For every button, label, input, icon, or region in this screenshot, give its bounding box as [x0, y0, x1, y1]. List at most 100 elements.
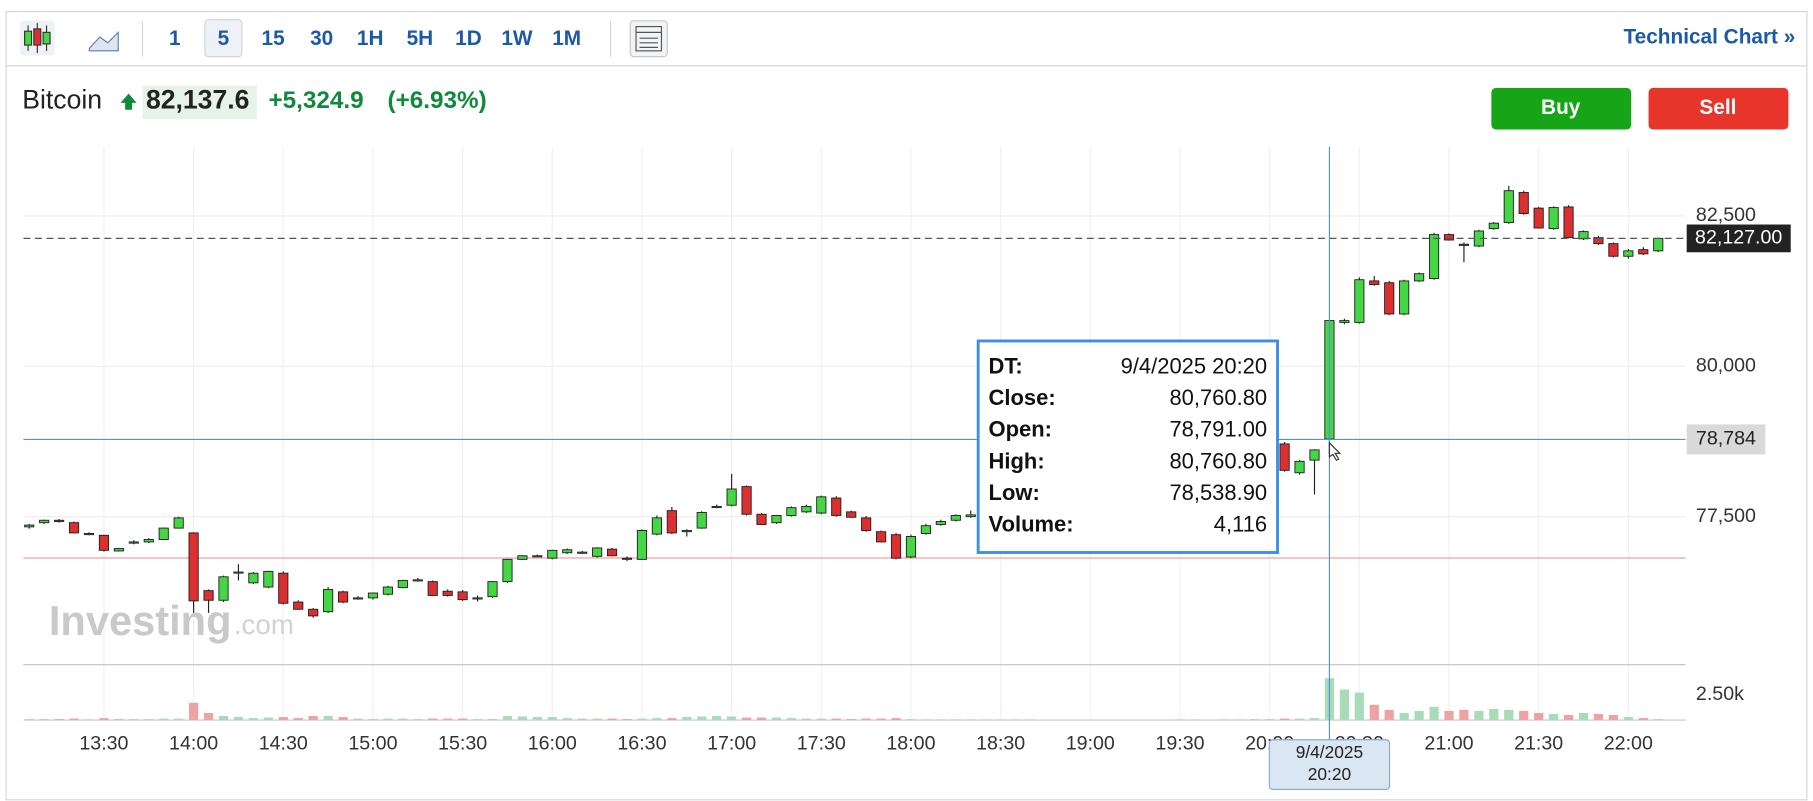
- volume-bar: [1638, 718, 1648, 721]
- volume-bar: [861, 718, 871, 721]
- buy-button[interactable]: Buy: [1491, 87, 1632, 130]
- volume-bar: [39, 718, 49, 721]
- candle-icon[interactable]: [19, 20, 55, 56]
- candle-body: [1339, 320, 1350, 323]
- volume-bar: [771, 717, 782, 721]
- volume-bar: [1548, 713, 1559, 721]
- candle-body: [457, 591, 468, 601]
- volume-bar: [1414, 710, 1424, 721]
- tooltip-key: Close:: [989, 385, 1056, 410]
- sell-button[interactable]: Sell: [1648, 87, 1789, 130]
- volume-bar: [487, 718, 498, 721]
- volume-bar: [1608, 715, 1619, 721]
- candle-body: [696, 511, 707, 529]
- volume-bar: [1429, 706, 1439, 721]
- volume-bar: [398, 718, 408, 721]
- x-tick-label: 16:00: [528, 733, 577, 755]
- candle-body: [188, 532, 199, 602]
- interval-button[interactable]: 1H: [357, 27, 384, 50]
- candle-body: [890, 534, 902, 559]
- x-tick-label: 18:00: [886, 733, 935, 755]
- price-change: +5,324.9: [268, 87, 363, 114]
- interval-button[interactable]: 5H: [407, 27, 434, 50]
- candle-body: [352, 597, 364, 600]
- x-tick-label: 17:00: [707, 733, 756, 755]
- candle-body: [532, 555, 543, 558]
- interval-button[interactable]: 1D: [455, 27, 482, 50]
- volume-bar: [1354, 692, 1364, 721]
- volume-bar: [472, 719, 483, 721]
- interval-button[interactable]: 1W: [501, 27, 533, 50]
- volume-bar: [1578, 712, 1589, 721]
- candle-body: [875, 531, 887, 543]
- candle-body: [651, 517, 662, 535]
- volume-bar: [1369, 704, 1379, 721]
- volume-bar: [517, 716, 528, 721]
- tooltip-value: 9/4/2025 20:20: [1121, 353, 1268, 378]
- interval-button[interactable]: 5: [218, 27, 230, 50]
- volume-bar: [502, 716, 513, 721]
- volume-bar: [1399, 712, 1409, 721]
- volume-bar: [1534, 712, 1544, 721]
- watermark-suffix: .com: [234, 609, 294, 640]
- volume-bar: [921, 719, 931, 721]
- instrument-name: Bitcoin: [22, 85, 102, 115]
- interval-button[interactable]: 1: [169, 27, 181, 50]
- candle-body: [83, 533, 95, 536]
- volume-bar: [457, 718, 468, 721]
- candle-body: [1503, 190, 1514, 224]
- volume-bar: [532, 717, 542, 721]
- candle-body: [1593, 237, 1604, 245]
- candle-body: [487, 581, 498, 598]
- volume-bar: [786, 718, 797, 721]
- candle-body: [1653, 237, 1664, 252]
- x-tick-label: 21:00: [1424, 733, 1473, 755]
- candle-body: [965, 514, 976, 518]
- tooltip-key: Volume:: [989, 512, 1074, 537]
- interval-button[interactable]: 30: [310, 27, 333, 50]
- cursor-hand: [1328, 441, 1342, 462]
- area-icon[interactable]: [88, 30, 119, 52]
- candle-body: [1279, 443, 1290, 471]
- volume-bar: [1294, 718, 1305, 721]
- volume-bar: [159, 718, 169, 721]
- technical-chart-link[interactable]: Technical Chart »: [1624, 26, 1796, 49]
- candle-body: [681, 530, 692, 533]
- volume-bar: [682, 717, 692, 721]
- interval-button[interactable]: 15: [262, 27, 285, 50]
- volume-bar: [443, 718, 453, 721]
- volume-bar: [69, 718, 79, 721]
- candle-body: [233, 571, 244, 574]
- tooltip-value: 80,760.80: [1169, 448, 1267, 473]
- candle-body: [621, 557, 633, 560]
- volume-bar: [1010, 719, 1021, 721]
- volume-bar: [1444, 710, 1454, 721]
- tooltip-key: Open:: [989, 417, 1052, 442]
- sell-label: Sell: [1699, 96, 1736, 119]
- volume-bar: [1593, 713, 1604, 721]
- tooltip-box: [976, 339, 1279, 554]
- volume-bar: [831, 718, 841, 721]
- volume-bar: [428, 718, 438, 721]
- candle-body: [158, 527, 169, 540]
- candle-body: [801, 505, 812, 513]
- candle-body: [1309, 449, 1320, 461]
- candle-body: [756, 513, 767, 525]
- candle-body: [741, 486, 752, 515]
- candle-body: [577, 551, 588, 554]
- price-change-percent: (+6.93%): [388, 87, 487, 114]
- x-tick-label: 19:00: [1066, 733, 1115, 755]
- volume-bar: [1190, 719, 1200, 721]
- volume-bar: [1519, 710, 1529, 721]
- layout-icon[interactable]: [629, 20, 668, 58]
- volume-bar: [1055, 719, 1066, 721]
- x-tick-label: 15:00: [348, 733, 397, 755]
- volume-bar: [1040, 719, 1051, 721]
- candle-body: [1443, 234, 1455, 241]
- x-tick-label: 17:30: [797, 733, 846, 755]
- x-tick-label: 19:30: [1155, 733, 1204, 755]
- candle-body: [143, 539, 154, 543]
- volume-bar: [1265, 719, 1275, 721]
- interval-button[interactable]: 1M: [552, 27, 581, 50]
- volume-bar: [1175, 719, 1185, 721]
